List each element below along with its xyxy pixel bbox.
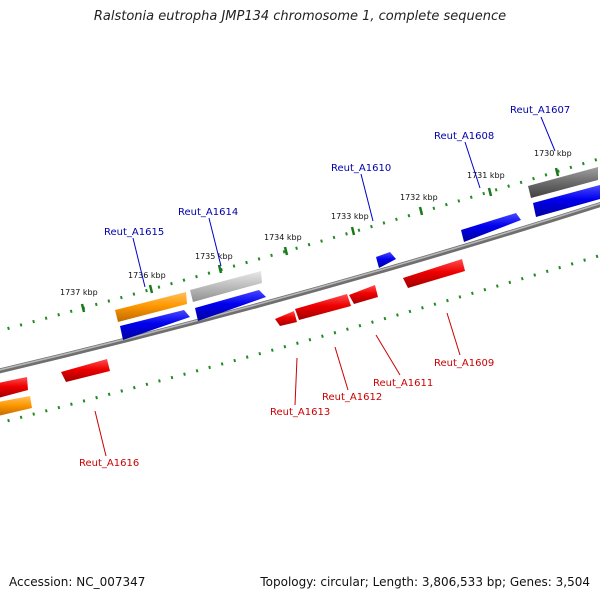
gene-feature-blue[interactable]: [533, 185, 600, 217]
gene-label-reut-a1615[interactable]: Reut_A1615: [104, 227, 164, 238]
forward-tick-ring: [0, 156, 600, 333]
gene-feature-blue[interactable]: [376, 252, 396, 268]
reverse-tick-ring: [0, 253, 600, 425]
gene-feature-red[interactable]: [295, 294, 351, 320]
gene-feature-orange[interactable]: [0, 396, 32, 416]
gene-label-reut-a1608[interactable]: Reut_A1608: [434, 131, 494, 142]
gene-label-reut-a1614[interactable]: Reut_A1614: [178, 207, 238, 218]
gene-label-reut-a1609[interactable]: Reut_A1609: [434, 358, 494, 369]
forward-gene-labels: Reut_A1607 Reut_A1608 Reut_A1610 Reut_A1…: [104, 105, 570, 238]
tick-label: 1732 kbp: [400, 193, 438, 202]
tick-label: 1737 kbp: [60, 288, 98, 297]
label-leaders: [94, 116, 556, 457]
gene-feature-blue[interactable]: [461, 213, 521, 242]
chromosome-backbone-highlight: [0, 202, 600, 371]
gene-feature-lightgray[interactable]: [190, 271, 262, 302]
tick-label: 1733 kbp: [331, 212, 369, 221]
reverse-features: [0, 259, 465, 416]
tick-label: 1731 kbp: [467, 171, 505, 180]
tick-label: 1734 kbp: [264, 233, 302, 242]
gene-label-reut-a1616[interactable]: Reut_A1616: [79, 458, 139, 469]
chromosome-backbone: [0, 201, 600, 374]
map-title: Ralstonia eutropha JMP134 chromosome 1, …: [93, 9, 507, 24]
genome-summary-text: Topology: circular; Length: 3,806,533 bp…: [260, 575, 590, 589]
gene-label-reut-a1612[interactable]: Reut_A1612: [322, 392, 382, 403]
gene-label-reut-a1607[interactable]: Reut_A1607: [510, 105, 570, 116]
gene-label-reut-a1611[interactable]: Reut_A1611: [373, 378, 433, 389]
tick-label: 1735 kbp: [195, 252, 233, 261]
gene-feature-red[interactable]: [275, 311, 297, 326]
gene-feature-red[interactable]: [61, 359, 110, 382]
tick-label: 1736 kbp: [128, 271, 166, 280]
accession-text: Accession: NC_007347: [9, 575, 146, 589]
forward-features: [115, 167, 600, 340]
gene-feature-blue[interactable]: [120, 310, 190, 340]
gene-feature-red[interactable]: [0, 377, 28, 398]
tick-label: 1730 kbp: [534, 149, 572, 158]
gene-feature-gray[interactable]: [528, 167, 598, 198]
gene-label-reut-a1613[interactable]: Reut_A1613: [270, 407, 330, 418]
reverse-gene-labels: Reut_A1609 Reut_A1611 Reut_A1612 Reut_A1…: [79, 358, 494, 469]
major-tick-marks: [80, 167, 560, 313]
tick-labels: 1730 kbp 1731 kbp 1732 kbp 1733 kbp 1734…: [60, 149, 572, 297]
gene-label-reut-a1610[interactable]: Reut_A1610: [331, 163, 391, 174]
gene-feature-blue[interactable]: [195, 290, 266, 321]
gene-feature-red[interactable]: [403, 259, 465, 288]
gene-feature-red[interactable]: [349, 285, 378, 304]
gene-feature-orange[interactable]: [115, 292, 187, 322]
